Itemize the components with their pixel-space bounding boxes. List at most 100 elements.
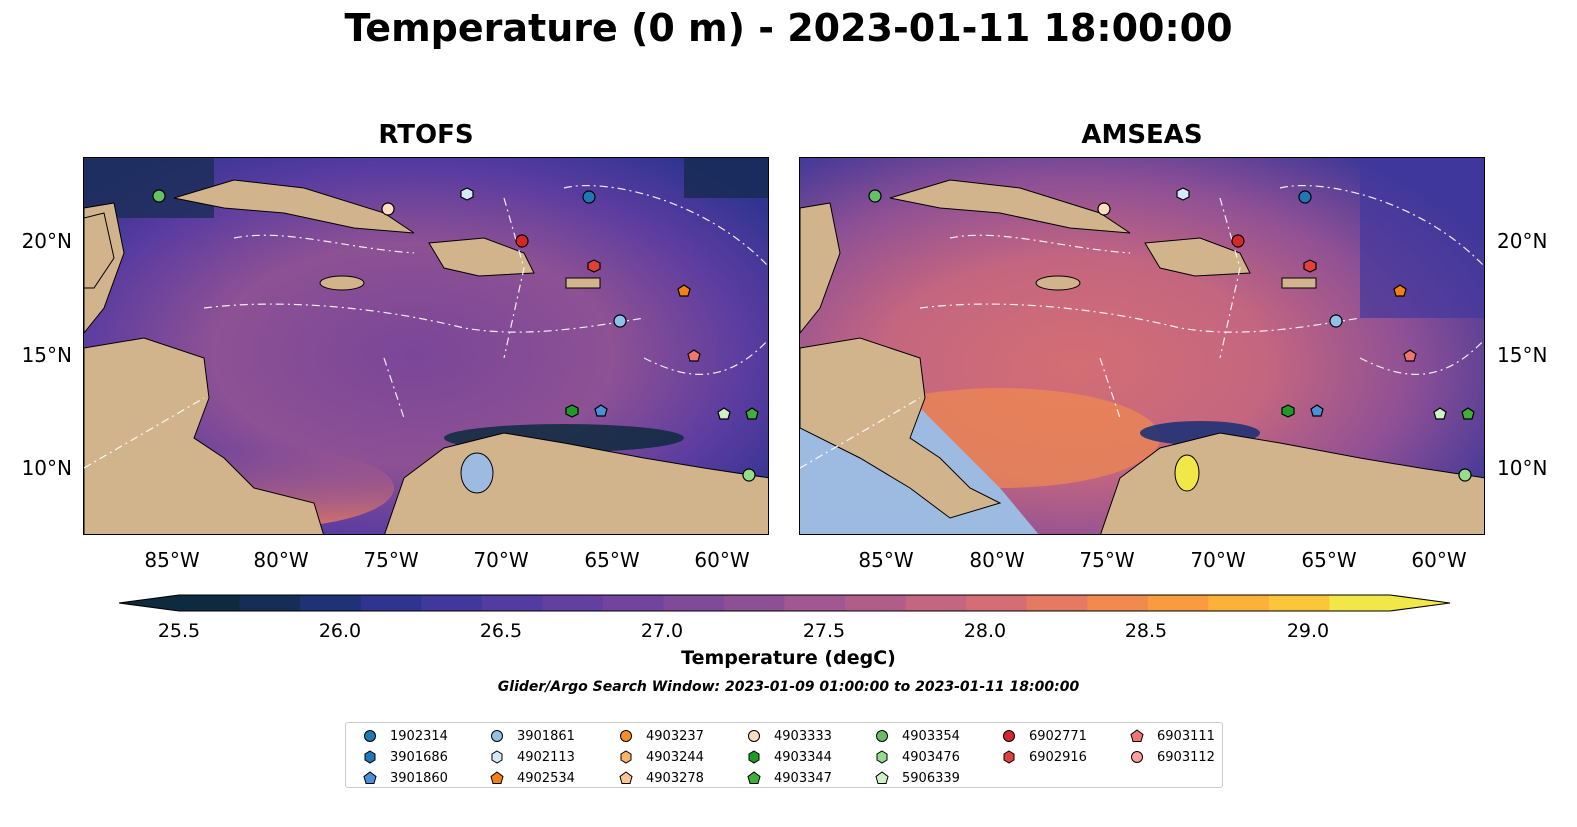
legend-label: 5906339 — [902, 770, 960, 786]
map-rtofs[interactable] — [83, 157, 769, 535]
colorbar-segment — [663, 595, 725, 611]
search-window-caption: Glider/Argo Search Window: 2023-01-09 01… — [497, 679, 1080, 695]
map-rtofs-canvas — [84, 158, 768, 534]
legend-label: 3901686 — [390, 749, 448, 765]
colorbar-tick-26-5: 26.5 — [479, 620, 523, 642]
legend-item-6903111: 6903111 — [1129, 726, 1215, 746]
circle-marker-icon — [1003, 730, 1015, 742]
lon-tick-rtofs-85w: 85°W — [144, 548, 200, 572]
legend-label: 6902916 — [1029, 749, 1087, 765]
legend-item-4903347: 4903347 — [746, 768, 832, 788]
circle-marker-icon — [1131, 751, 1143, 763]
colorbar-tick-29-0: 29.0 — [1286, 620, 1330, 642]
legend-label: 4903476 — [902, 749, 960, 765]
colorbar-tick-28-5: 28.5 — [1124, 620, 1168, 642]
colorbar-tick-28-0: 28.0 — [963, 620, 1007, 642]
map-amseas-canvas — [800, 158, 1484, 534]
legend-item-4903354: 4903354 — [874, 726, 960, 746]
colorbar-segment — [300, 595, 362, 611]
lat-tick-right-10n: 10°N — [1497, 456, 1548, 480]
float-legend: 1902314 3901686 3901860 3901861 4902113 49025… — [345, 722, 1223, 788]
colorbar-segment — [845, 595, 907, 611]
colorbar-extend-high — [1390, 595, 1450, 611]
lat-tick-left-20n: 20°N — [21, 229, 72, 253]
map-amseas[interactable] — [799, 157, 1485, 535]
legend-label: 4903333 — [774, 728, 832, 744]
legend-label: 6903111 — [1157, 728, 1215, 744]
colorbar-segment — [1329, 595, 1391, 611]
legend-item-4902113: 4902113 — [489, 747, 575, 767]
pentagon-marker-icon — [875, 771, 889, 784]
legend-label: 3901861 — [517, 728, 575, 744]
colorbar-segment — [239, 595, 301, 611]
circle-marker-icon — [620, 730, 632, 742]
pentagon-marker-icon — [1130, 729, 1144, 742]
pentagon-marker-icon — [619, 771, 633, 784]
legend-item-4903344: 4903344 — [746, 747, 832, 767]
lat-tick-left-15n: 15°N — [21, 343, 72, 367]
circle-marker-icon — [876, 730, 888, 742]
lat-tick-right-20n: 20°N — [1497, 229, 1548, 253]
colorbar-outline — [118, 594, 1451, 612]
lon-tick-rtofs-70w: 70°W — [473, 548, 529, 572]
hexagon-marker-icon — [1003, 750, 1015, 764]
lon-tick-amseas-75w: 75°W — [1079, 548, 1135, 572]
colorbar-segment — [1087, 595, 1149, 611]
lon-tick-amseas-60w: 60°W — [1411, 548, 1467, 572]
colorbar-segment — [179, 595, 241, 611]
pentagon-marker-icon — [490, 771, 504, 784]
colorbar-label: Temperature (degC) — [681, 647, 896, 669]
hexagon-marker-icon — [876, 750, 888, 764]
legend-label: 6903112 — [1157, 749, 1215, 765]
lon-tick-rtofs-75w: 75°W — [363, 548, 419, 572]
colorbar-segment — [1026, 595, 1088, 611]
hexagon-marker-icon — [364, 750, 376, 764]
legend-item-6902916: 6902916 — [1001, 747, 1087, 767]
lon-tick-rtofs-60w: 60°W — [694, 548, 750, 572]
legend-item-4903476: 4903476 — [874, 747, 960, 767]
legend-item-1902314: 1902314 — [362, 726, 448, 746]
legend-label: 1902314 — [390, 728, 448, 744]
legend-label: 4903354 — [902, 728, 960, 744]
colorbar-segment — [542, 595, 604, 611]
colorbar — [118, 594, 1451, 612]
colorbar-segment — [966, 595, 1028, 611]
legend-item-3901861: 3901861 — [489, 726, 575, 746]
colorbar-segment — [1268, 595, 1330, 611]
colorbar-tick-25-5: 25.5 — [157, 620, 201, 642]
lon-tick-amseas-85w: 85°W — [858, 548, 914, 572]
hexagon-marker-icon — [620, 750, 632, 764]
legend-label: 4903344 — [774, 749, 832, 765]
legend-label: 4903347 — [774, 770, 832, 786]
legend-item-5906339: 5906339 — [874, 768, 960, 788]
hexagon-marker-icon — [748, 750, 760, 764]
lon-tick-amseas-65w: 65°W — [1301, 548, 1357, 572]
colorbar-tick-27-5: 27.5 — [802, 620, 846, 642]
lat-tick-left-10n: 10°N — [21, 456, 72, 480]
figure-title: Temperature (0 m) - 2023-01-11 18:00:00 — [344, 6, 1233, 50]
lon-tick-rtofs-80w: 80°W — [253, 548, 309, 572]
lon-tick-amseas-80w: 80°W — [969, 548, 1025, 572]
colorbar-segment — [723, 595, 785, 611]
circle-marker-icon — [491, 730, 503, 742]
lon-tick-amseas-70w: 70°W — [1190, 548, 1246, 572]
lon-tick-rtofs-65w: 65°W — [584, 548, 640, 572]
legend-item-4903237: 4903237 — [618, 726, 704, 746]
colorbar-segment — [784, 595, 846, 611]
legend-item-4903333: 4903333 — [746, 726, 832, 746]
circle-marker-icon — [364, 730, 376, 742]
legend-item-4903278: 4903278 — [618, 768, 704, 788]
colorbar-extend-low — [119, 595, 179, 611]
legend-label: 4902113 — [517, 749, 575, 765]
colorbar-segment — [360, 595, 422, 611]
lat-tick-right-15n: 15°N — [1497, 343, 1548, 367]
colorbar-segment — [481, 595, 543, 611]
circle-marker-icon — [748, 730, 760, 742]
panel-title-amseas: AMSEAS — [1081, 120, 1203, 150]
pentagon-marker-icon — [747, 771, 761, 784]
legend-label: 4902534 — [517, 770, 575, 786]
legend-label: 4903278 — [646, 770, 704, 786]
colorbar-segment — [1147, 595, 1209, 611]
panel-title-rtofs: RTOFS — [378, 120, 474, 150]
legend-label: 4903244 — [646, 749, 704, 765]
